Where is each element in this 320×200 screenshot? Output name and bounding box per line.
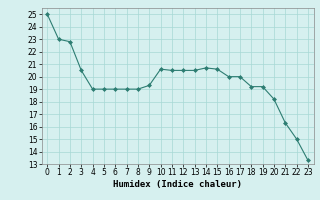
X-axis label: Humidex (Indice chaleur): Humidex (Indice chaleur) xyxy=(113,180,242,189)
